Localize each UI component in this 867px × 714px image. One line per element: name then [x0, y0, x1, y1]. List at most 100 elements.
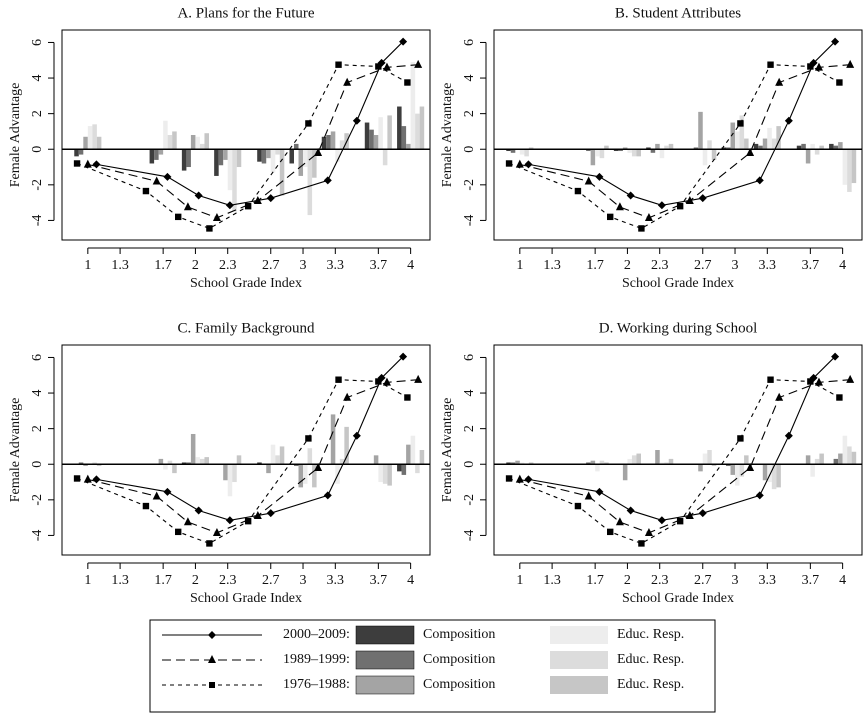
y-tick-label: 0: [30, 146, 45, 153]
marker: [831, 352, 840, 361]
marker: [698, 194, 707, 203]
marker: [807, 63, 814, 70]
marker: [574, 502, 582, 510]
bar: [266, 464, 271, 474]
legend-marker: [209, 682, 215, 688]
y-tick-label: 4: [462, 75, 477, 82]
legend-swatch: [355, 625, 415, 645]
bar: [599, 460, 605, 465]
marker: [375, 63, 382, 70]
bar: [707, 140, 712, 150]
legend-marker-shape: [209, 682, 215, 688]
bar: [261, 149, 267, 164]
x-tick-label: 4: [407, 258, 414, 273]
marker: [253, 511, 262, 520]
bar: [838, 453, 843, 465]
marker: [92, 475, 101, 484]
x-tick-label: 1.7: [586, 573, 604, 588]
marker: [305, 120, 312, 127]
legend-marker: [208, 631, 216, 639]
bar: [186, 462, 191, 465]
marker: [505, 475, 513, 482]
bar: [744, 455, 749, 465]
bar: [758, 145, 763, 150]
marker: [175, 213, 182, 221]
bar: [419, 106, 425, 150]
bar: [410, 435, 416, 465]
bar: [659, 149, 665, 159]
series-line: [76, 64, 408, 230]
y-tick-label: -4: [30, 215, 45, 227]
bar: [847, 446, 852, 465]
marker: [266, 194, 275, 203]
bar: [744, 138, 749, 150]
marker: [404, 79, 411, 86]
series-line: [508, 64, 840, 230]
bar: [833, 145, 839, 150]
bar: [762, 138, 768, 150]
marker: [152, 491, 161, 500]
x-axis-label: School Grade Index: [190, 276, 302, 291]
bar: [214, 149, 219, 176]
bar: [650, 149, 656, 153]
marker: [657, 201, 666, 210]
marker: [638, 225, 645, 232]
marker: [836, 394, 843, 401]
marker: [685, 511, 694, 520]
x-tick-label: 3.3: [327, 258, 345, 273]
bar: [218, 149, 224, 166]
bar: [190, 433, 196, 465]
series-line: [76, 379, 408, 545]
bar: [810, 464, 815, 477]
y-tick-label: 4: [30, 75, 45, 82]
x-tick-label: 1.7: [154, 258, 172, 273]
x-tick-label: 1.3: [543, 258, 561, 273]
marker: [515, 159, 524, 168]
bar: [510, 149, 516, 153]
bar: [227, 464, 233, 497]
bar: [805, 149, 811, 164]
marker: [574, 187, 582, 195]
bar: [636, 149, 641, 157]
bar: [167, 460, 173, 465]
bar: [78, 462, 84, 465]
x-tick-label: 2: [624, 258, 631, 273]
y-tick-label: 4: [462, 390, 477, 397]
marker: [382, 62, 391, 71]
bar: [586, 462, 591, 465]
y-axis-label: Female Advantage: [8, 398, 23, 503]
bar: [599, 149, 605, 159]
panel-title: D. Working during School: [599, 320, 758, 336]
bar: [730, 464, 736, 475]
x-tick-label: 1.7: [154, 573, 172, 588]
marker: [807, 378, 814, 385]
marker: [755, 491, 764, 500]
bar: [74, 149, 79, 157]
marker: [746, 147, 755, 156]
x-tick-label: 1.3: [543, 573, 561, 588]
bar: [186, 149, 191, 168]
bar: [378, 464, 383, 483]
bar: [406, 444, 411, 465]
bar: [410, 62, 416, 150]
bar: [330, 414, 336, 465]
marker: [194, 506, 203, 515]
bar: [397, 106, 402, 150]
bar: [154, 149, 159, 160]
bar: [270, 149, 276, 173]
marker: [644, 212, 653, 221]
x-tick-label: 1.3: [111, 258, 129, 273]
bar: [833, 458, 839, 465]
marker: [414, 59, 423, 68]
legend-label: Educ. Resp.: [617, 677, 684, 692]
bar: [668, 143, 674, 150]
x-tick-label: 3: [732, 573, 739, 588]
y-tick-label: 2: [462, 110, 477, 117]
x-axis-label: School Grade Index: [622, 591, 734, 606]
y-tick-label: 2: [462, 425, 477, 432]
marker: [784, 431, 793, 440]
bar: [519, 149, 525, 155]
bar: [711, 149, 717, 160]
y-tick-label: 6: [462, 39, 477, 46]
